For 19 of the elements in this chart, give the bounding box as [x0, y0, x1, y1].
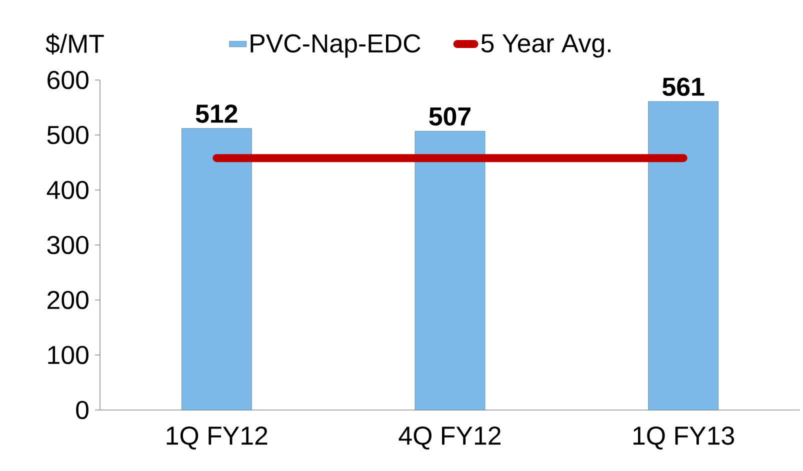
y-tick-label: 400 [46, 180, 88, 200]
y-tick-label: 200 [48, 290, 88, 310]
bar [181, 128, 252, 410]
y-axis-title: $/MT [46, 34, 104, 54]
bar [414, 130, 486, 410]
y-tick-label: 300 [47, 236, 88, 254]
bar [648, 101, 719, 410]
y-tick-label: 600 [48, 70, 88, 90]
x-tick-label: 4Q FY12 [398, 426, 501, 450]
legend-label: 5 Year Avg. [481, 34, 610, 58]
data-label: 561 [662, 78, 704, 96]
y-tick-label: 0 [76, 400, 88, 420]
data-label: 507 [429, 107, 470, 126]
y-tick-label: 100 [48, 346, 88, 364]
legend-label: PVC-Nap-EDC [250, 34, 420, 58]
y-tick-label: 500 [47, 126, 88, 144]
data-label: 512 [196, 104, 238, 123]
x-tick-label: 1Q FY12 [166, 426, 268, 450]
x-tick-label: 1Q FY13 [633, 426, 734, 450]
